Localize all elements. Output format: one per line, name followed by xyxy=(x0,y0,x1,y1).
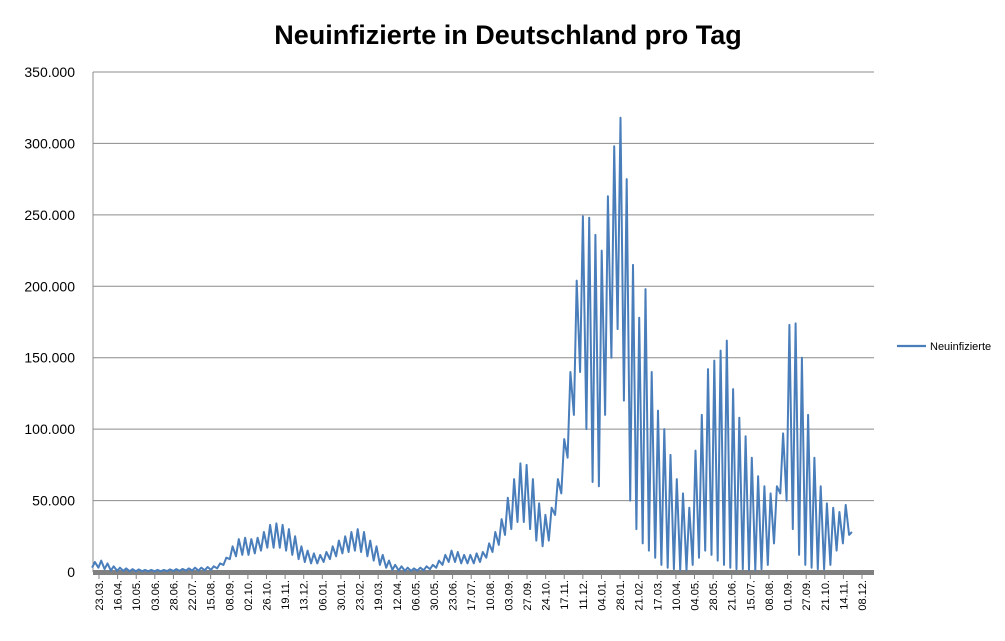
x-tick-label: 08.12. xyxy=(857,580,869,611)
x-tick-label: 23.06. xyxy=(448,580,460,611)
y-tick-label: 250.000 xyxy=(24,207,75,223)
x-tick-label: 14.11. xyxy=(838,580,850,610)
y-tick-label: 50.000 xyxy=(32,493,75,509)
x-tick-label: 27.09. xyxy=(801,580,813,611)
x-tick-label: 17.07. xyxy=(466,580,478,611)
y-tick-label: 350.000 xyxy=(24,64,75,80)
x-tick-label: 24.10. xyxy=(541,580,553,611)
x-tick-label: 16.04. xyxy=(113,580,125,611)
x-tick-label: 26.10. xyxy=(261,580,273,611)
x-tick-label: 17.03. xyxy=(652,580,664,611)
x-tick-label: 11.12. xyxy=(578,580,590,610)
legend: Neuinfizierte xyxy=(897,341,991,353)
x-axis-ticks: 23.03. 16.04. 10.05. 03.06. 28.06. 22.07. 15.0… xyxy=(94,575,869,611)
x-tick-label: 15.07. xyxy=(745,580,757,611)
x-tick-label: 28.06. xyxy=(168,580,180,611)
x-tick-label: 15.08. xyxy=(206,580,218,611)
x-tick-label: 12.04. xyxy=(392,580,404,611)
x-tick-label: 08.08. xyxy=(764,580,776,611)
y-tick-label: 300.000 xyxy=(24,135,75,151)
x-tick-label: 21.10. xyxy=(820,580,832,611)
x-tick-label: 21.06. xyxy=(727,580,739,611)
legend-label: Neuinfizierte xyxy=(930,341,991,353)
x-tick-label: 02.10. xyxy=(243,580,255,611)
x-tick-label: 10.05. xyxy=(131,580,143,611)
x-tick-label: 03.06. xyxy=(150,580,162,611)
x-axis-line xyxy=(93,570,874,575)
x-tick-label: 06.05. xyxy=(410,580,422,611)
x-tick-label: 30.05. xyxy=(429,580,441,611)
y-tick-label: 200.000 xyxy=(24,278,75,294)
y-tick-label: 100.000 xyxy=(24,421,75,437)
x-tick-label: 30.01. xyxy=(336,580,348,611)
x-tick-label: 27.09. xyxy=(522,580,534,611)
x-tick-label: 28.05. xyxy=(708,580,720,611)
x-tick-label: 19.11. xyxy=(280,580,292,610)
x-tick-label: 21.02. xyxy=(634,580,646,611)
x-tick-label: 23.03. xyxy=(94,580,106,611)
x-tick-label: 19.03. xyxy=(373,580,385,611)
x-tick-label: 13.12. xyxy=(299,580,311,611)
x-tick-label: 17.11. xyxy=(559,580,571,610)
x-tick-label: 10.04. xyxy=(671,580,683,611)
y-tick-label: 150.000 xyxy=(24,350,75,366)
x-tick-label: 03.09. xyxy=(503,580,515,611)
x-tick-label: 06.01. xyxy=(317,580,329,611)
chart-title: Neuinfizierte in Deutschland pro Tag xyxy=(274,20,742,50)
x-tick-label: 08.09. xyxy=(224,580,236,611)
x-tick-label: 28.01. xyxy=(615,580,627,611)
grid-lines xyxy=(92,71,874,575)
y-axis-ticks: 0 50.000 100.000 150.000 200.000 250.000 300.0… xyxy=(24,64,75,580)
x-tick-label: 01.09. xyxy=(783,580,795,611)
series-line-neuinfizierte xyxy=(91,116,853,573)
y-tick-label: 0 xyxy=(67,564,75,580)
x-tick-label: 10.08. xyxy=(485,580,497,611)
series-layer xyxy=(91,116,853,573)
x-tick-label: 22.07. xyxy=(187,580,199,611)
x-tick-label: 04.05. xyxy=(690,580,702,611)
x-tick-label: 23.02. xyxy=(355,580,367,611)
x-tick-label: 04.01. xyxy=(596,580,608,611)
